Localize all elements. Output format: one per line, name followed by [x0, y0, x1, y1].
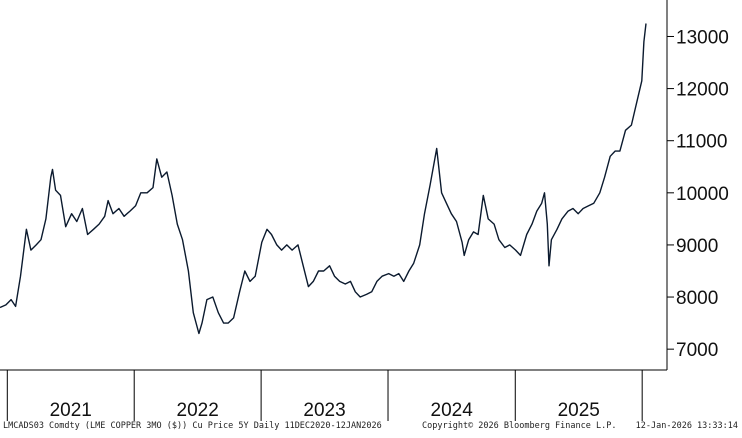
footer-copyright: Copyright© 2026 Bloomberg Finance L.P.	[422, 421, 617, 431]
y-tick-label: 9000	[676, 236, 718, 257]
y-tick-label: 12000	[676, 80, 729, 101]
x-tick-label: 2023	[303, 400, 345, 421]
y-tick-label: 10000	[676, 184, 729, 205]
y-tick-label: 13000	[676, 27, 729, 48]
x-tick-label: 2024	[431, 400, 474, 421]
y-axis-tick-labels: 7000 8000 9000 10000 11000 12000 13000	[676, 27, 729, 361]
x-axis-tick-labels: 2021 2022 2023 2024 2025	[50, 400, 600, 421]
y-tick-label: 7000	[676, 340, 718, 361]
axes	[0, 0, 674, 421]
y-tick-label: 11000	[676, 132, 727, 153]
footer-timestamp: 12-Jan-2026 13:33:14	[635, 421, 738, 431]
y-tick-label: 8000	[676, 288, 718, 309]
plot-area	[0, 23, 647, 335]
x-tick-label: 2021	[50, 400, 92, 421]
footer-security-description: LMCADS03 Comdty (LME COPPER 3MO ($)) Cu …	[3, 421, 382, 431]
x-tick-label: 2025	[558, 400, 600, 421]
copper-price-line	[0, 23, 647, 335]
x-tick-label: 2022	[177, 400, 219, 421]
